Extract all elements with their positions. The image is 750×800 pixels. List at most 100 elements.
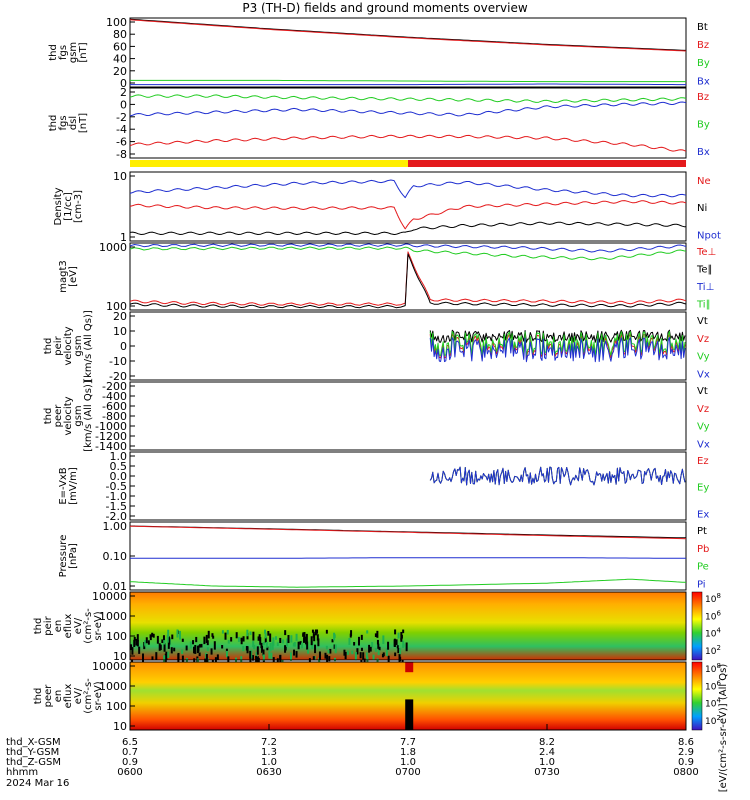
spectrogram-speckle	[255, 652, 258, 658]
spectrogram-speckle	[198, 652, 201, 657]
spectrogram-speckle	[161, 639, 164, 644]
spectrogram-speckle	[196, 658, 199, 663]
y-tick-label: -10	[109, 355, 127, 368]
spectrogram-speckle	[316, 629, 319, 634]
spectrogram-speckle	[385, 648, 388, 657]
y-tick-label: -4	[116, 123, 127, 136]
spectrogram-speckle	[173, 647, 176, 652]
spectrogram-speckle	[279, 637, 282, 644]
spectrogram-speckle	[360, 634, 363, 640]
series-bx-line	[129, 101, 687, 117]
x-tick-label: 0.7	[122, 747, 138, 758]
spectrogram-speckle	[376, 630, 379, 638]
colorbar-tick-label: 108	[705, 592, 721, 605]
y-tick-label: -2	[116, 111, 127, 124]
y-tick-label: 20	[113, 65, 127, 78]
spectrogram-speckle	[316, 634, 319, 641]
spectrogram-speckle	[256, 646, 259, 655]
spectrogram-speckle	[269, 633, 272, 642]
spectrogram-speckle	[266, 646, 269, 651]
series-pb-line	[129, 525, 687, 540]
series-npot-line	[129, 221, 687, 235]
spectrogram-speckle	[400, 634, 403, 639]
spectrogram-speckle	[177, 652, 180, 661]
series-ex-line	[429, 466, 686, 486]
spectrogram-speckle	[368, 644, 371, 653]
y-axis-label: thdfgsdsl[nT]	[48, 113, 89, 133]
spectrogram-speckle	[292, 642, 295, 647]
panel-4: 10 1 Density[1/cc][cm-3] Ne Ni Npot	[53, 170, 721, 244]
spectrogram-speckle	[192, 640, 195, 645]
spectrogram-speckle	[211, 659, 214, 664]
spectrogram-speckle	[145, 637, 148, 644]
spectrogram-speckle	[374, 647, 377, 652]
y-tick-label: 1000	[99, 610, 127, 623]
y-tick-label: -1.0	[106, 490, 127, 503]
legend-entry: Npot	[697, 230, 721, 241]
colorbar-fill	[691, 591, 703, 661]
spectrogram-speckle	[290, 635, 293, 643]
x-axis-row-label: thd_Z-GSM	[6, 757, 61, 768]
y-tick-label: 0.10	[103, 550, 128, 563]
spectrogram-speckle	[210, 648, 213, 655]
spectrogram-speckle	[235, 632, 238, 639]
colorbar-tick-label: 102	[705, 644, 721, 657]
spectrogram-speckle	[249, 650, 252, 659]
y-axis-label: Pressure[nPa]	[58, 535, 79, 578]
spectrogram-speckle	[382, 635, 385, 645]
panel-8: 1.00.50.0-0.5-1.0-1.5-2.0 E=-VxB[mV/m] Ez E…	[58, 450, 709, 523]
y-tick-label: 0	[120, 77, 127, 90]
y-tick-label: 40	[113, 53, 127, 66]
legend-entry: Vz	[697, 334, 709, 345]
spectrogram-speckle	[394, 629, 397, 635]
y-tick-label: -600	[102, 400, 127, 413]
spectrogram-speckle	[378, 646, 381, 651]
x-tick-label: 2.9	[678, 747, 694, 758]
spectrogram-speckle	[396, 645, 399, 649]
spectrogram-speckle	[226, 629, 229, 635]
spectrogram-speckle	[178, 630, 181, 640]
legend-entry: Vt	[697, 316, 708, 327]
y-tick-label: 0.0	[110, 470, 128, 483]
spectrogram-speckle	[224, 632, 227, 640]
spectrogram-speckle	[333, 632, 336, 641]
legend-entry: By	[697, 58, 710, 69]
spectrogram-speckle	[260, 642, 263, 649]
series-ti-line	[129, 243, 687, 253]
y-tick-label: 10	[113, 325, 127, 338]
spectrogram-speckle	[193, 646, 196, 654]
panel-9: 1.00 0.10 0.01 Pressure[nPa] Pt Pb Pe Pi	[58, 520, 709, 593]
panel-frame	[129, 17, 687, 88]
spectrogram-speckle	[274, 636, 277, 640]
spectrogram-speckle	[227, 640, 230, 644]
x-tick-label: 0700	[395, 767, 420, 778]
spectrogram-speckle	[374, 633, 377, 638]
spectrogram-speckle	[147, 640, 150, 645]
y-tick-label: -1.5	[106, 500, 127, 513]
spectrogram-speckle	[295, 633, 298, 641]
legend-entry: Ey	[697, 483, 709, 494]
spectrogram-speckle	[163, 642, 166, 652]
spectrogram-speckle	[211, 633, 214, 637]
spectrogram-speckle	[262, 642, 265, 646]
y-tick-label: 1.00	[103, 520, 128, 533]
spectrogram-speckle	[293, 649, 296, 656]
panel-10: 108 106 104 102 10000 1000 100 10 thdpeireneflux…	[33, 590, 721, 668]
spectrogram-speckle	[250, 649, 253, 659]
series-by-line	[129, 94, 687, 103]
spectrogram-speckle	[306, 641, 309, 650]
y-tick-label: 100	[106, 630, 127, 643]
series-te-line	[129, 253, 687, 309]
spectrogram-speckle	[253, 646, 256, 650]
spectrogram-speckle	[305, 636, 308, 645]
y-tick-label: 20	[113, 310, 127, 323]
spectrogram-speckle	[272, 637, 275, 646]
y-tick-label: 0	[120, 98, 127, 111]
spectrogram-speckle	[272, 657, 275, 666]
y-tick-label: 1.0	[110, 450, 128, 463]
spectrogram-speckle	[402, 643, 405, 647]
spectrogram-speckle	[325, 645, 328, 650]
colorbar-label: [eV/(cm²-s-sr-eV)] (All Qs)	[718, 664, 729, 793]
spectrogram-speckle	[212, 635, 215, 639]
